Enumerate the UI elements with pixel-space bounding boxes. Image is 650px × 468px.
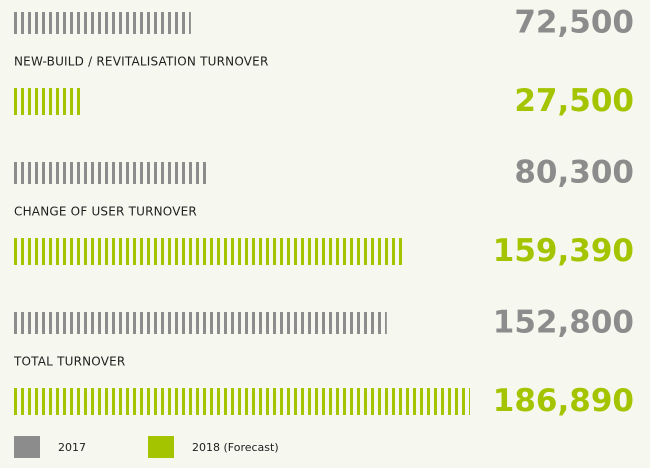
category-label: NEW-BUILD / REVITALISATION TURNOVER	[14, 55, 269, 69]
value-label: 186,890	[493, 383, 634, 419]
bar	[14, 312, 387, 334]
bar	[14, 162, 210, 184]
category-label: CHANGE OF USER TURNOVER	[14, 205, 197, 219]
bar	[14, 12, 191, 34]
legend-label: 2018 (Forecast)	[192, 441, 279, 454]
value-label: 72,500	[514, 5, 634, 41]
value-label: 159,390	[493, 233, 634, 269]
value-label: 80,300	[514, 155, 634, 191]
value-label: 152,800	[493, 305, 634, 341]
legend-swatch	[148, 436, 174, 458]
bar	[14, 388, 470, 415]
bar	[14, 88, 82, 115]
category-label: TOTAL TURNOVER	[13, 355, 125, 369]
value-label: 27,500	[514, 83, 634, 119]
legend-swatch	[14, 436, 40, 458]
legend-label: 2017	[58, 441, 86, 454]
bar	[14, 238, 403, 265]
